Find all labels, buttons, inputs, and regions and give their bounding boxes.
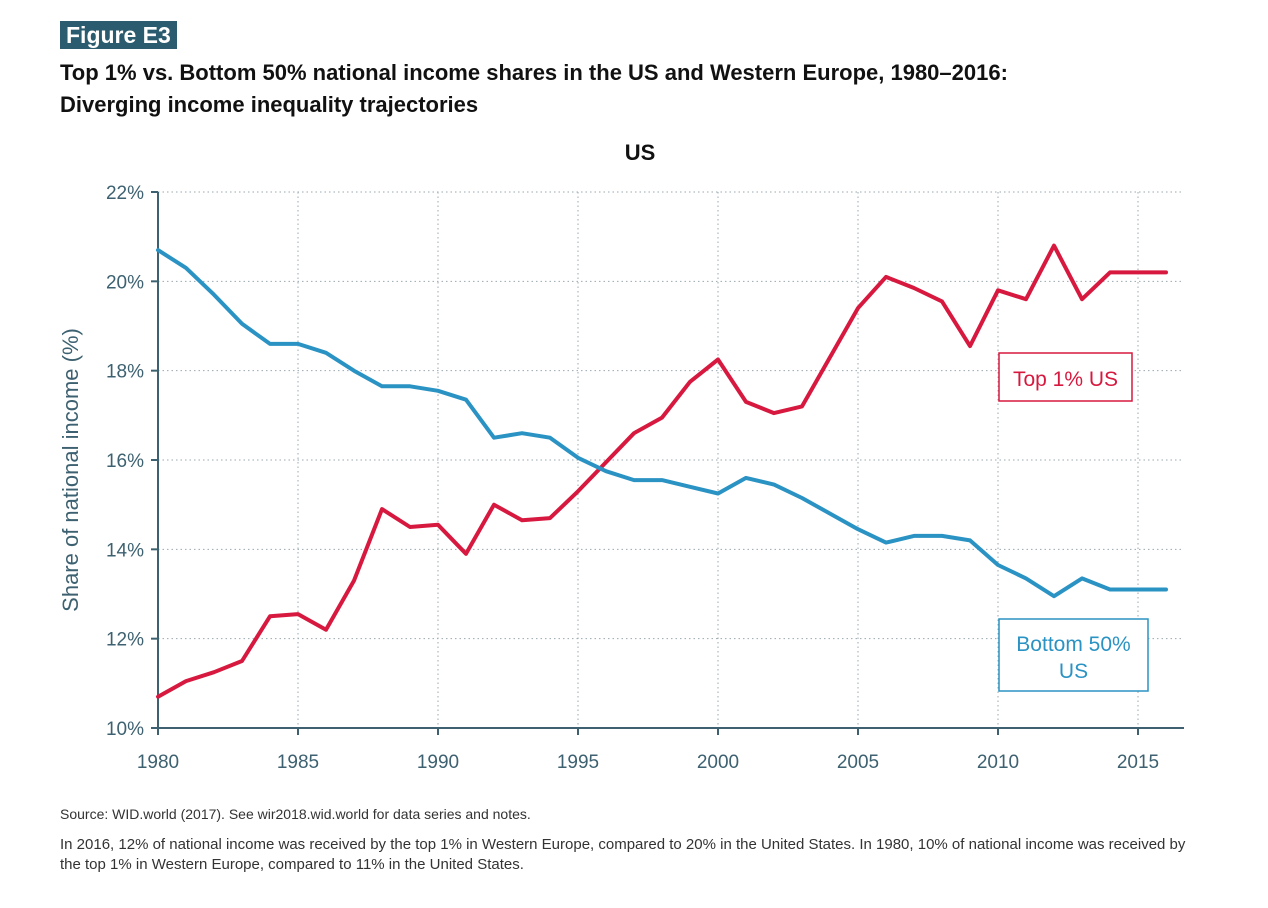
x-tick-label: 1985 — [277, 752, 319, 773]
y-axis-label: Share of national income (%) — [58, 328, 83, 612]
chart-title: US — [624, 140, 656, 165]
figure-title-line2: Diverging income inequality trajectories — [60, 92, 479, 117]
y-tick-label: 10% — [106, 719, 144, 740]
series-line-bottom-50-us — [156, 248, 1168, 599]
caption-note: In 2016, 12% of national income was rece… — [60, 836, 1186, 873]
series-layer — [156, 243, 1168, 699]
axis-layer: 10% 12% 14% 16% 18% 20% 22% 1980 1985 1990 1995 200… — [106, 183, 1184, 773]
annotation-layer: Top 1% US Bottom 50% US — [998, 352, 1149, 692]
y-tick-label: 16% — [106, 451, 144, 472]
legend-box-top1 — [998, 352, 1133, 402]
x-tick-label: 1990 — [417, 752, 459, 773]
x-tick-label: 1995 — [557, 752, 599, 773]
figure-title-line1: Top 1% vs. Bottom 50% national income sh… — [60, 60, 1008, 85]
line-chart: 10% 12% 14% 16% 18% 20% 22% 1980 1985 1990 1995 200… — [58, 183, 1184, 773]
legend-box-bottom50 — [998, 618, 1149, 692]
y-tick-label: 18% — [106, 362, 144, 383]
x-tick-label: 2015 — [1117, 752, 1159, 773]
x-tick-label: 2010 — [977, 752, 1019, 773]
y-tick-label: 14% — [106, 540, 144, 561]
legend-label-bottom50-line2: US — [1059, 660, 1088, 683]
x-tick-label: 2000 — [697, 752, 739, 773]
y-tick-label: 22% — [106, 183, 144, 204]
x-tick-label: 1980 — [137, 752, 179, 773]
legend-label-top1: Top 1% US — [1013, 368, 1118, 391]
figure-title: Top 1% vs. Bottom 50% national income sh… — [60, 57, 1210, 121]
y-tick-label: 12% — [106, 630, 144, 651]
x-tick-label: 2005 — [837, 752, 879, 773]
series-line-top-1-us — [156, 243, 1168, 699]
source-note: Source: WID.world (2017). See wir2018.wi… — [60, 806, 531, 822]
figure-label: Figure E3 — [60, 21, 177, 49]
legend-label-bottom50-line1: Bottom 50% — [1016, 633, 1130, 656]
y-tick-label: 20% — [106, 272, 144, 293]
